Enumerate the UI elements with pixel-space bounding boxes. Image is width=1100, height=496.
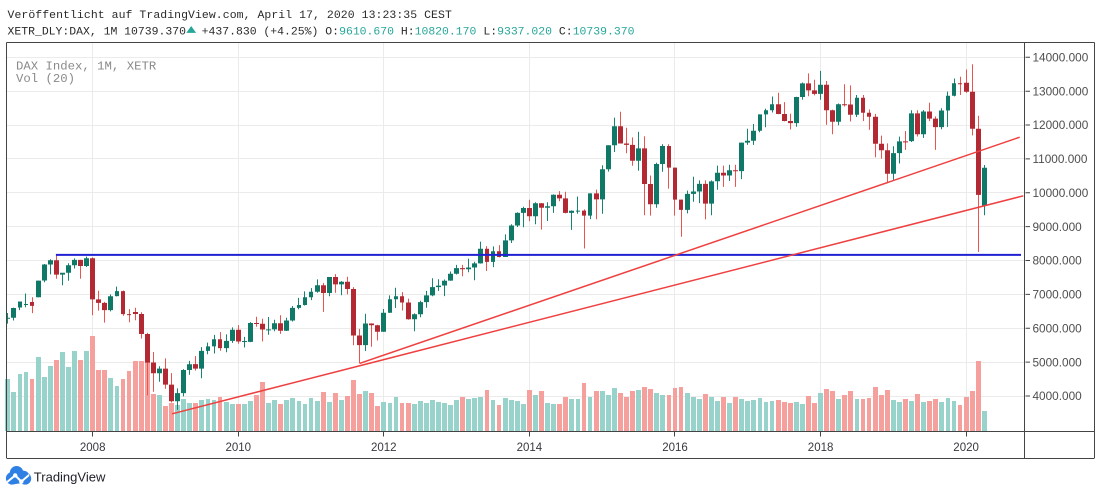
svg-text:2016: 2016: [662, 442, 688, 454]
svg-text:7000.000: 7000.000: [1033, 288, 1083, 302]
svg-text:2018: 2018: [808, 442, 834, 454]
svg-text:8000.000: 8000.000: [1033, 254, 1083, 268]
svg-text:H:: H:: [394, 25, 415, 38]
svg-text:2020: 2020: [953, 442, 979, 454]
svg-text:L:: L:: [477, 25, 498, 38]
svg-text:XETR_DLY:DAX, 1M 10739.370: XETR_DLY:DAX, 1M 10739.370: [8, 25, 187, 38]
svg-text:10739.370: 10739.370: [573, 25, 635, 38]
svg-text:13000.000: 13000.000: [1033, 84, 1089, 98]
svg-text:9337.020: 9337.020: [497, 25, 552, 38]
svg-text:14000.000: 14000.000: [1033, 51, 1089, 65]
svg-text:10000.000: 10000.000: [1033, 186, 1089, 200]
svg-text:2012: 2012: [371, 442, 397, 454]
svg-text:2014: 2014: [517, 442, 543, 454]
svg-text:4000.000: 4000.000: [1033, 389, 1083, 403]
svg-text:6000.000: 6000.000: [1033, 322, 1083, 336]
svg-text:TradingView: TradingView: [34, 469, 106, 484]
svg-text:C:: C:: [552, 25, 573, 38]
svg-text:5000.000: 5000.000: [1033, 355, 1083, 369]
svg-text:DAX Index, 1M, XETR: DAX Index, 1M, XETR: [16, 60, 157, 74]
svg-text:+437.830 (+4.25%) O:: +437.830 (+4.25%) O:: [195, 25, 339, 38]
svg-text:2008: 2008: [80, 442, 106, 454]
svg-text:11000.000: 11000.000: [1033, 152, 1088, 166]
svg-text:12000.000: 12000.000: [1033, 118, 1089, 132]
svg-text:9610.670: 9610.670: [339, 25, 394, 38]
svg-text:9000.000: 9000.000: [1033, 220, 1083, 234]
svg-text:Veröffentlicht auf TradingView: Veröffentlicht auf TradingView.com, Apri…: [8, 9, 452, 22]
svg-text:10820.170: 10820.170: [415, 25, 477, 38]
svg-text:Vol (20): Vol (20): [16, 72, 75, 86]
svg-text:2010: 2010: [226, 442, 252, 454]
